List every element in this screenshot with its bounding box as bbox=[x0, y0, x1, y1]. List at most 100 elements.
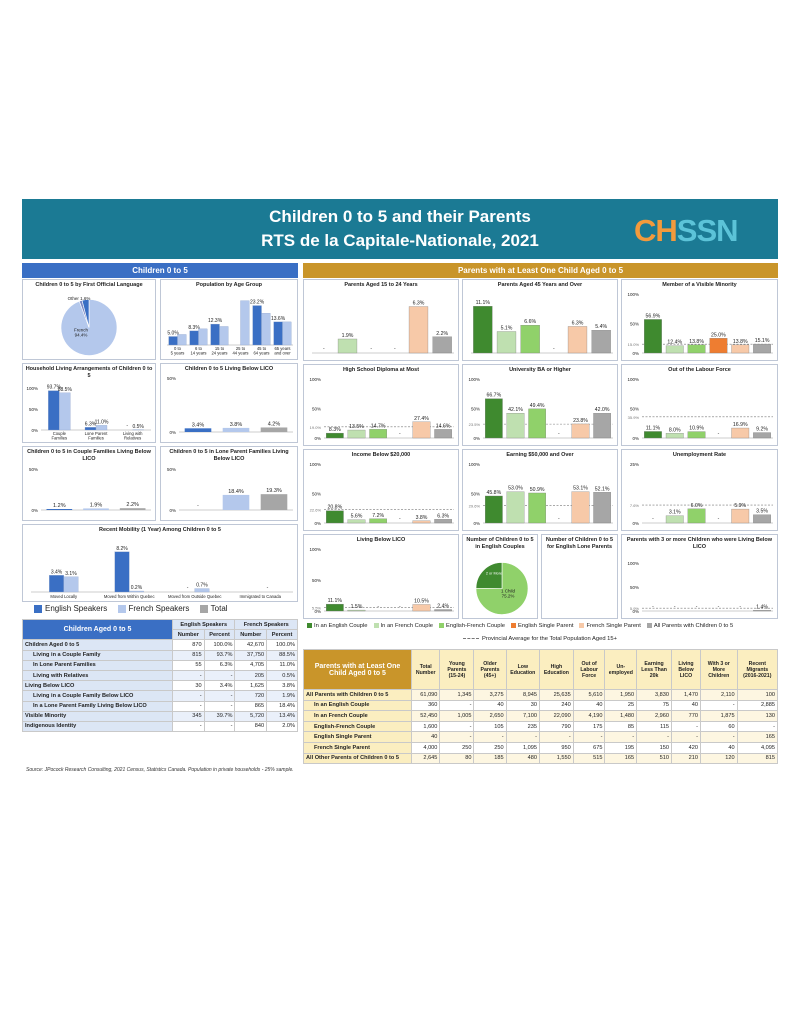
bar bbox=[198, 328, 208, 346]
cell: 40 bbox=[671, 699, 701, 712]
chart-unemp: 25% 0% 7.6% - 3.1% 6.0% - 5.9% 3.5% bbox=[630, 462, 773, 526]
table-row: In an French Couple 52,450 1,005 2,650 7,100… bbox=[303, 710, 779, 722]
bar-value-label: - bbox=[718, 516, 720, 522]
bar-value-label: 42.1% bbox=[508, 407, 523, 413]
y-tick-label: 0% bbox=[632, 609, 639, 614]
cell: - bbox=[439, 720, 475, 733]
legend-provincial-average: Provincial Average for the Total Populat… bbox=[463, 636, 617, 642]
x-tick-label: Moved from Outside Quebec bbox=[168, 594, 222, 599]
column-header: Total Number bbox=[410, 649, 441, 690]
y-tick-label: 0% bbox=[473, 436, 480, 441]
bar-value-label: 18.4% bbox=[228, 489, 244, 495]
source-note: Source: JPocock Research Consulting, 202… bbox=[26, 767, 294, 773]
bar-value-label: 1.9% bbox=[342, 333, 354, 339]
bar-value-label: 13.8% bbox=[689, 339, 704, 345]
cell: 88.5% bbox=[266, 649, 298, 661]
cell: 40 bbox=[699, 741, 738, 754]
bar bbox=[369, 429, 387, 439]
bar-value-label: 8.2% bbox=[116, 546, 128, 552]
cell: 4,095 bbox=[736, 741, 779, 754]
chart-nChildLone bbox=[542, 535, 617, 618]
table-row: French Single Parent 4,000 250 250 1,095 950 6… bbox=[303, 741, 779, 754]
parents-table: Parents with at Least One Child Aged 0 t… bbox=[303, 649, 779, 765]
bar-value-label: 45.8% bbox=[486, 490, 501, 496]
chart-title: Living Below LICO bbox=[356, 537, 406, 543]
bar-value-label: 6.3% bbox=[413, 301, 425, 307]
row-label: In a Lone Parent Family Living Below LIC… bbox=[22, 700, 173, 712]
cell: 1,625 bbox=[234, 680, 268, 692]
chart-title: Parents Aged 45 Years and Over bbox=[497, 282, 583, 288]
bar-value-label: 11.1% bbox=[328, 598, 343, 604]
bar bbox=[63, 576, 79, 593]
bar-value-label: 0.2% bbox=[131, 585, 143, 591]
y-tick-label: 0% bbox=[169, 508, 176, 513]
bar-value-label: - bbox=[553, 346, 555, 352]
right-legend: In an English Couple In an French Couple E… bbox=[303, 621, 778, 647]
cell: 510 bbox=[636, 752, 672, 765]
row-label: Living with Relatives bbox=[22, 669, 173, 682]
chart-title: High School Diploma at Most bbox=[342, 367, 420, 373]
bar-value-label: 49.4% bbox=[530, 403, 545, 409]
legend-swatch-french bbox=[117, 604, 126, 613]
bar-value-label: 14.6% bbox=[436, 423, 451, 429]
bar-value-label: 7.2% bbox=[372, 513, 384, 519]
cell: 115 bbox=[636, 720, 672, 733]
chart-title: Out of the Labour Force bbox=[668, 367, 731, 373]
x-tick-label: 64 years bbox=[253, 351, 269, 356]
y-tick-label: 50% bbox=[630, 585, 639, 590]
bar bbox=[84, 427, 97, 431]
bar-value-label: 10.9% bbox=[689, 426, 704, 432]
x-tick-label: Moved from Within Quebec bbox=[104, 594, 155, 599]
bar-value-label: 56.9% bbox=[646, 313, 661, 319]
pie-slice-2-or-more bbox=[475, 562, 503, 589]
cell: 150 bbox=[636, 741, 672, 754]
chart-loneLico: 50% 0% - 18.4% 19.3% bbox=[167, 467, 293, 513]
table-row: In a Lone Parent Family Living Below LIC… bbox=[22, 700, 298, 712]
slice-label-french-pct: 94.4% bbox=[75, 333, 88, 338]
bar-value-label: 3.4% bbox=[51, 569, 63, 575]
bar-value-label: - bbox=[267, 585, 269, 591]
title-banner: Children 0 to 5 and their Parents RTS de… bbox=[22, 199, 778, 259]
cell: 950 bbox=[539, 741, 574, 754]
table-row: In an English Couple 360-40 30 240 40 25 75 40-… bbox=[303, 699, 779, 712]
slice-label-french: French bbox=[74, 328, 89, 333]
cell: - bbox=[505, 731, 541, 743]
bar bbox=[434, 429, 452, 439]
cell: 360 bbox=[410, 699, 441, 712]
cell: 1,600 bbox=[410, 720, 441, 733]
provincial-average-label: 15.0% bbox=[628, 342, 640, 347]
bar bbox=[665, 515, 684, 524]
bar-value-label: 3.5% bbox=[756, 509, 768, 515]
bar-value-label: 8.3% bbox=[188, 325, 200, 331]
bar bbox=[567, 326, 588, 354]
bar-value-label: 2.4% bbox=[437, 604, 449, 610]
panel-household: Household Living Arrangements of Childre… bbox=[22, 363, 156, 443]
chart-title: Population by Age Group bbox=[195, 282, 263, 288]
y-tick-label: 50% bbox=[312, 407, 321, 412]
bar bbox=[337, 338, 358, 354]
bar bbox=[326, 510, 344, 524]
cell: 1,875 bbox=[699, 710, 738, 722]
chart-title: Member of a Visible Minority bbox=[662, 282, 737, 288]
cell: 2,885 bbox=[736, 699, 779, 712]
bar-value-label: 10.5% bbox=[414, 598, 429, 604]
cell: 4,190 bbox=[572, 710, 606, 722]
cell: 0.5% bbox=[266, 669, 298, 682]
bar-value-label: 3.1% bbox=[65, 571, 77, 577]
legend-swatch bbox=[646, 623, 652, 628]
y-tick-label: 0% bbox=[632, 436, 639, 441]
x-tick-label: 65 years bbox=[274, 346, 290, 351]
bar-value-label: - bbox=[558, 431, 560, 437]
bar bbox=[528, 408, 546, 439]
x-tick-label: Relatives bbox=[124, 436, 141, 441]
panel-unemployment: Unemployment Rate 25% 0% 7.6% - 3.1% 6.0% - 5.9%… bbox=[621, 449, 778, 531]
cell: 195 bbox=[604, 741, 638, 754]
bar-value-label: 14.7% bbox=[371, 423, 386, 429]
poster: Children 0 to 5 and their Parents RTS de… bbox=[22, 199, 779, 777]
cell: 100.0% bbox=[203, 639, 236, 651]
bar bbox=[485, 495, 503, 524]
chart-title: Number of Children 0 to 5 for English Lo… bbox=[545, 537, 614, 550]
cell: 870 bbox=[172, 639, 205, 651]
bar-value-label: - bbox=[558, 516, 560, 522]
cell: - bbox=[671, 731, 701, 743]
